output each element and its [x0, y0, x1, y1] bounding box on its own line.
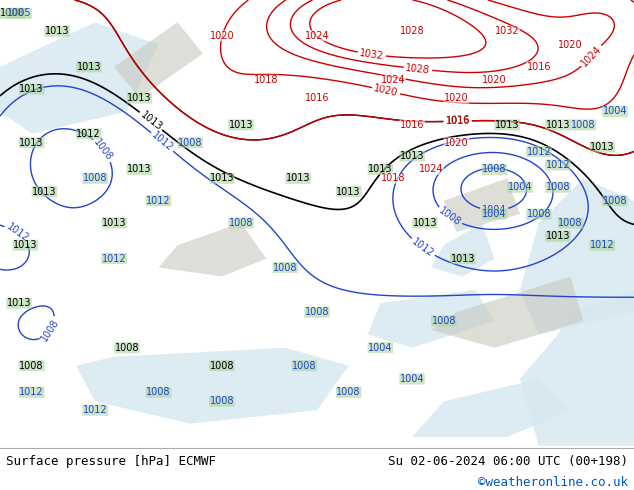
Text: 1013: 1013	[7, 298, 31, 308]
Text: 1012: 1012	[102, 254, 126, 264]
Text: 1013: 1013	[286, 173, 310, 183]
Text: 1018: 1018	[381, 173, 405, 183]
Text: 1004: 1004	[482, 209, 507, 219]
Polygon shape	[412, 379, 571, 437]
Text: 1012: 1012	[83, 405, 107, 415]
Text: 1013: 1013	[32, 187, 56, 197]
Text: 1004: 1004	[400, 374, 424, 384]
Text: 1013: 1013	[413, 218, 437, 228]
Text: 1020: 1020	[210, 31, 234, 41]
Text: 1013: 1013	[229, 120, 253, 130]
Text: 1013: 1013	[210, 173, 234, 183]
Text: 1013: 1013	[400, 151, 424, 161]
Polygon shape	[520, 178, 634, 334]
Text: 1008: 1008	[1, 8, 25, 19]
Text: 1024: 1024	[381, 75, 405, 85]
Text: 1020: 1020	[482, 75, 507, 85]
Text: 1008: 1008	[40, 317, 61, 343]
Polygon shape	[76, 348, 349, 423]
Text: 1004: 1004	[603, 106, 627, 117]
Text: 1008: 1008	[482, 165, 507, 174]
Text: 1013: 1013	[127, 165, 152, 174]
Text: 1008: 1008	[83, 173, 107, 183]
Text: 1013: 1013	[590, 142, 614, 152]
Text: 1013: 1013	[138, 110, 164, 133]
Polygon shape	[0, 22, 158, 134]
Polygon shape	[520, 290, 634, 446]
Polygon shape	[444, 178, 520, 232]
Text: 1008: 1008	[273, 263, 297, 272]
Text: 1024: 1024	[419, 165, 443, 174]
Text: 1013: 1013	[45, 26, 69, 36]
Text: 1013: 1013	[495, 120, 519, 130]
Text: 1012: 1012	[77, 129, 101, 139]
Text: 1008: 1008	[292, 361, 316, 370]
Text: 1008: 1008	[527, 209, 551, 219]
Text: 1016: 1016	[305, 93, 329, 103]
Text: 1013: 1013	[127, 93, 152, 103]
Text: 1020: 1020	[373, 83, 399, 98]
Text: 1004: 1004	[508, 182, 532, 192]
Text: 1013: 1013	[546, 120, 570, 130]
Polygon shape	[114, 22, 203, 98]
Polygon shape	[368, 290, 495, 348]
Text: 1008: 1008	[546, 182, 570, 192]
Text: 1020: 1020	[444, 138, 469, 147]
Text: Surface pressure [hPa] ECMWF: Surface pressure [hPa] ECMWF	[6, 455, 216, 468]
Text: 1012: 1012	[150, 130, 175, 154]
Polygon shape	[158, 223, 266, 276]
Text: 1008: 1008	[437, 206, 462, 228]
Text: 1013: 1013	[337, 187, 361, 197]
Text: 1004: 1004	[482, 205, 507, 215]
Text: 1008: 1008	[92, 137, 115, 163]
Text: 1013: 1013	[20, 84, 44, 94]
Text: 1016: 1016	[400, 120, 424, 130]
Text: 1008: 1008	[146, 388, 171, 397]
Text: 1020: 1020	[559, 40, 583, 49]
Text: 1032: 1032	[495, 26, 519, 36]
Text: 1016: 1016	[445, 116, 470, 126]
Text: 1012: 1012	[4, 221, 30, 244]
Polygon shape	[431, 276, 583, 348]
Text: 1012: 1012	[590, 240, 614, 250]
Text: 1012: 1012	[20, 388, 44, 397]
Polygon shape	[431, 223, 495, 276]
Text: 1013: 1013	[20, 138, 44, 147]
Text: 1008: 1008	[571, 120, 595, 130]
Text: 1013: 1013	[451, 254, 475, 264]
Text: ©weatheronline.co.uk: ©weatheronline.co.uk	[477, 476, 628, 489]
Text: 1018: 1018	[254, 75, 278, 85]
Text: 1028: 1028	[405, 63, 430, 75]
Text: 1008: 1008	[178, 138, 202, 147]
Text: 1024: 1024	[579, 44, 604, 68]
Text: 1013: 1013	[13, 240, 37, 250]
Text: 1013: 1013	[77, 62, 101, 72]
Text: 1012: 1012	[146, 196, 171, 206]
Text: 1008: 1008	[559, 218, 583, 228]
Text: 1005: 1005	[7, 8, 31, 19]
Text: 1008: 1008	[337, 388, 361, 397]
Text: 1013: 1013	[546, 231, 570, 242]
Text: 1008: 1008	[432, 316, 456, 326]
Text: 1008: 1008	[20, 361, 44, 370]
Text: 1032: 1032	[359, 48, 385, 61]
Text: 1008: 1008	[210, 361, 234, 370]
Text: 1024: 1024	[305, 31, 329, 41]
Text: Su 02-06-2024 06:00 UTC (00+198): Su 02-06-2024 06:00 UTC (00+198)	[387, 455, 628, 468]
Text: 1008: 1008	[210, 396, 234, 406]
Text: 1012: 1012	[546, 160, 570, 170]
Text: 1012: 1012	[410, 236, 436, 259]
Text: 1020: 1020	[444, 93, 469, 103]
Text: 1016: 1016	[527, 62, 551, 72]
Text: 1016: 1016	[445, 116, 470, 126]
Text: 1028: 1028	[400, 26, 424, 36]
Text: 1008: 1008	[305, 307, 329, 317]
Text: 1008: 1008	[229, 218, 253, 228]
Text: 1008: 1008	[603, 196, 627, 206]
Text: 1013: 1013	[102, 218, 126, 228]
Text: 1013: 1013	[368, 165, 392, 174]
Text: 1012: 1012	[527, 147, 551, 157]
Text: 1004: 1004	[368, 343, 392, 353]
Text: 1008: 1008	[115, 343, 139, 353]
